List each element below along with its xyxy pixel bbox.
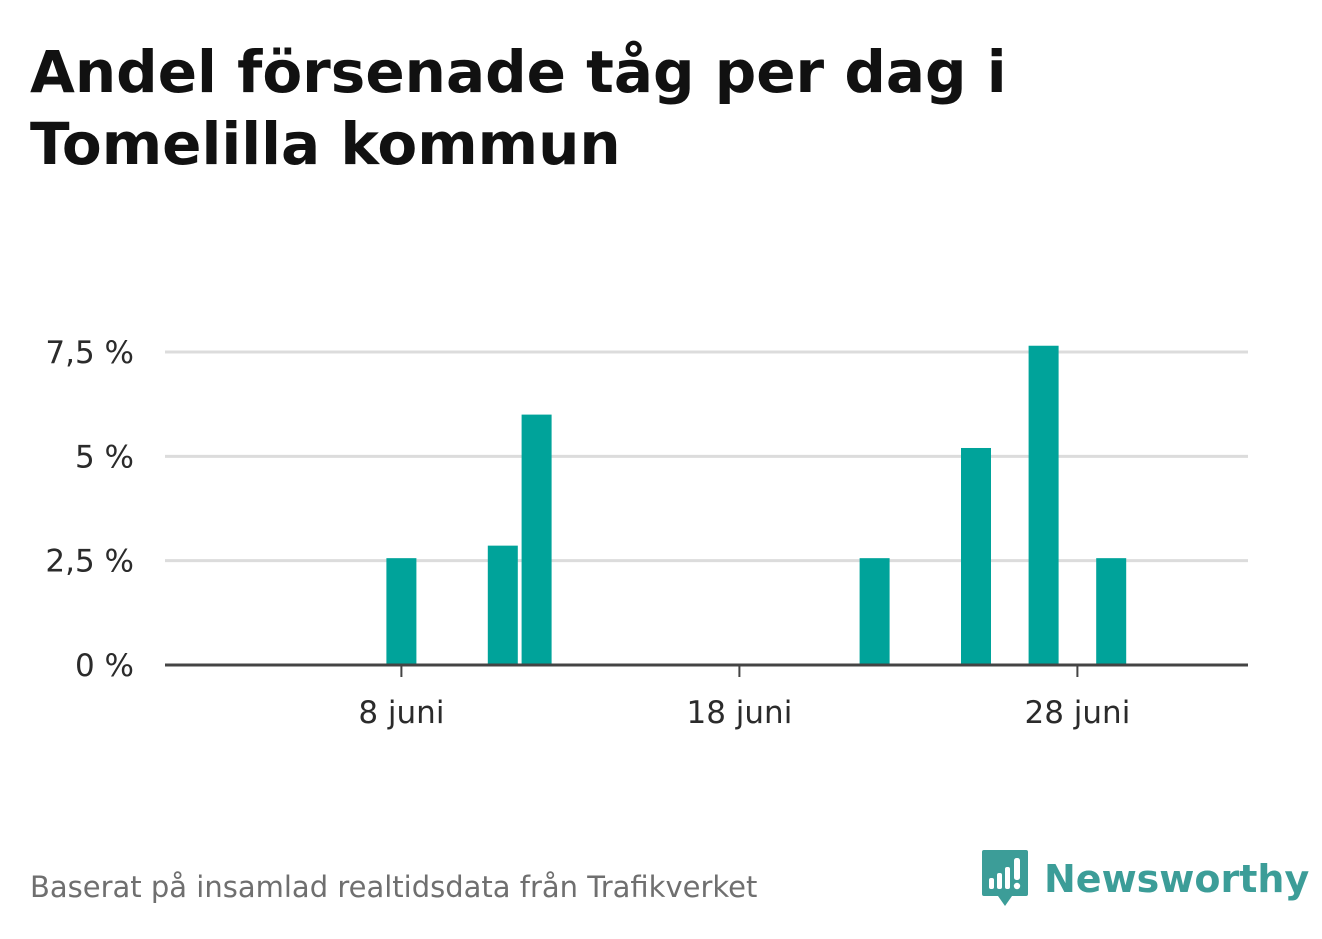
x-tick-label: 8 juni <box>358 695 444 731</box>
bar <box>521 414 552 665</box>
bar <box>386 558 417 665</box>
brand-name: Newsworthy <box>1044 857 1310 901</box>
chart-title-line-2: Tomelilla kommun <box>30 110 621 178</box>
y-tick-label: 5 % <box>75 439 134 475</box>
bar <box>859 558 890 665</box>
bar <box>961 447 991 665</box>
y-tick-label: 7,5 % <box>45 335 134 371</box>
gridlines <box>165 350 1248 563</box>
chart-title: Andel försenade tåg per dag i Tomelilla … <box>30 36 1130 180</box>
x-tick-label: 28 juni <box>1024 695 1130 731</box>
bar-chart: 0 % 2,5 % 5 % 7,5 % 8 juni 18 juni 28 juni <box>45 335 1248 731</box>
y-tick-label: 0 % <box>75 648 134 684</box>
source-note: Baserat på insamlad realtidsdata från Tr… <box>30 870 758 904</box>
bar <box>487 545 518 665</box>
bar <box>1096 558 1127 665</box>
tick-labels: 0 % 2,5 % 5 % 7,5 % 8 juni 18 juni 28 juni <box>45 335 1130 731</box>
bar <box>1028 345 1059 665</box>
axes <box>165 663 1248 677</box>
newsworthy-logo-icon <box>982 850 1028 906</box>
brand-logo: Newsworthy <box>980 848 1309 910</box>
bars <box>386 345 1127 665</box>
y-tick-label: 2,5 % <box>45 544 134 580</box>
x-tick-label: 18 juni <box>686 695 792 731</box>
chart-title-line-1: Andel försenade tåg per dag i <box>30 38 1007 106</box>
